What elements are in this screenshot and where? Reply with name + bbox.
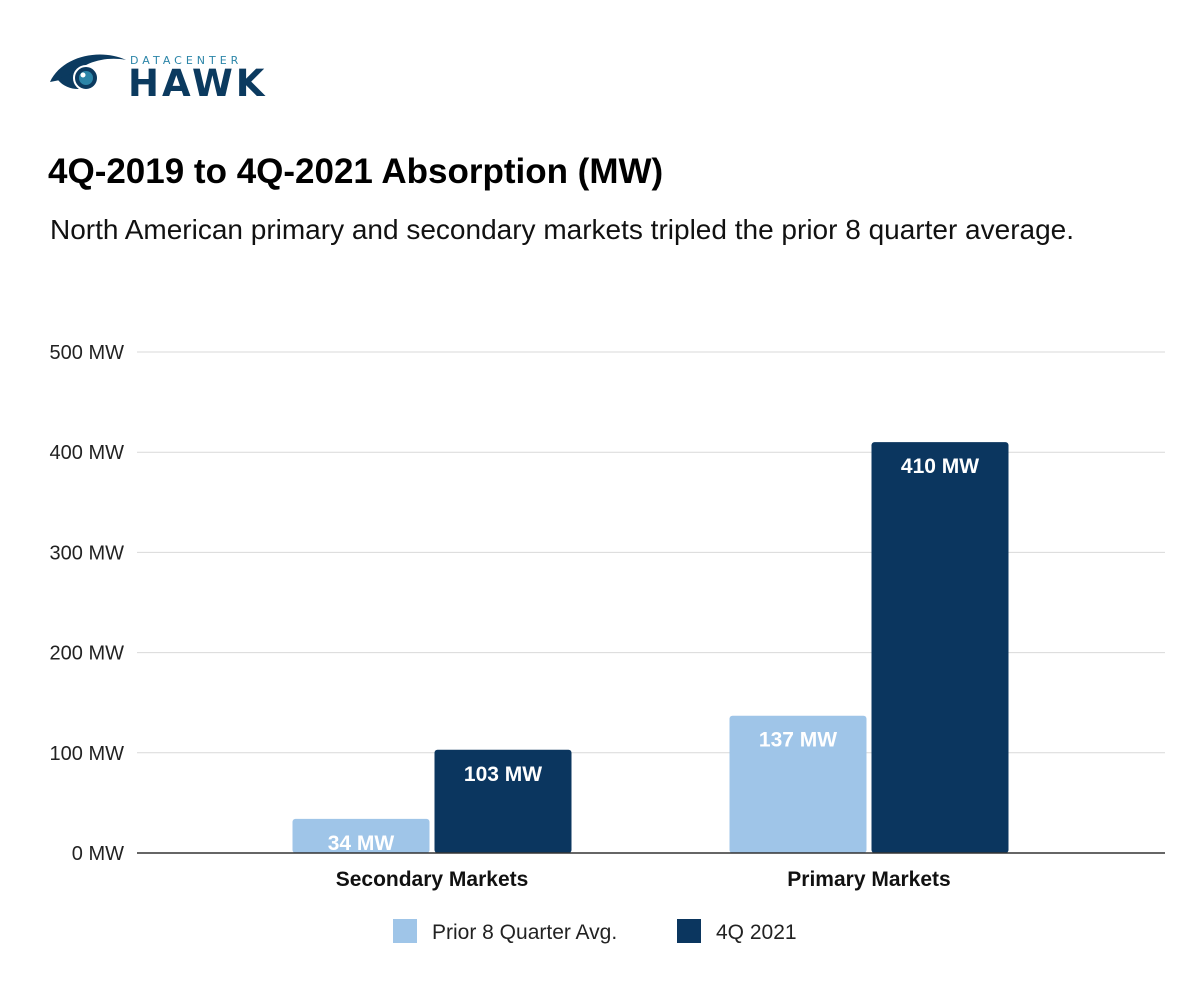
datacenter-hawk-logo: DATACENTER HAWK [48,44,278,108]
hawk-eye-icon [50,54,126,91]
bar [729,715,867,853]
bar-data-label: 137 MW [759,729,837,752]
legend-swatch [677,919,701,943]
bar-data-label: 103 MW [464,763,542,786]
bar [292,818,430,853]
chart-title: 4Q-2019 to 4Q-2021 Absorption (MW) [48,152,664,191]
legend-swatch [393,919,417,943]
bar [434,749,572,853]
logo-hawk-text: HAWK [128,62,268,105]
logo-datacenter-text: DATACENTER [130,54,243,67]
y-tick-label: 400 MW [50,442,125,464]
y-tick-label: 100 MW [50,743,125,765]
bar-data-label: 410 MW [901,455,979,478]
legend-label: 4Q 2021 [716,921,797,944]
y-tick-label: 0 MW [72,843,124,865]
bar-data-label: 34 MW [328,832,395,855]
legend-label: Prior 8 Quarter Avg. [432,921,617,944]
y-tick-label: 200 MW [50,643,125,665]
y-tick-label: 300 MW [50,542,125,564]
x-category-label: Secondary Markets [336,868,529,891]
chart-subtitle: North American primary and secondary mar… [50,214,1075,245]
bar [871,442,1009,853]
y-tick-label: 500 MW [50,342,125,364]
x-category-label: Primary Markets [787,868,950,891]
